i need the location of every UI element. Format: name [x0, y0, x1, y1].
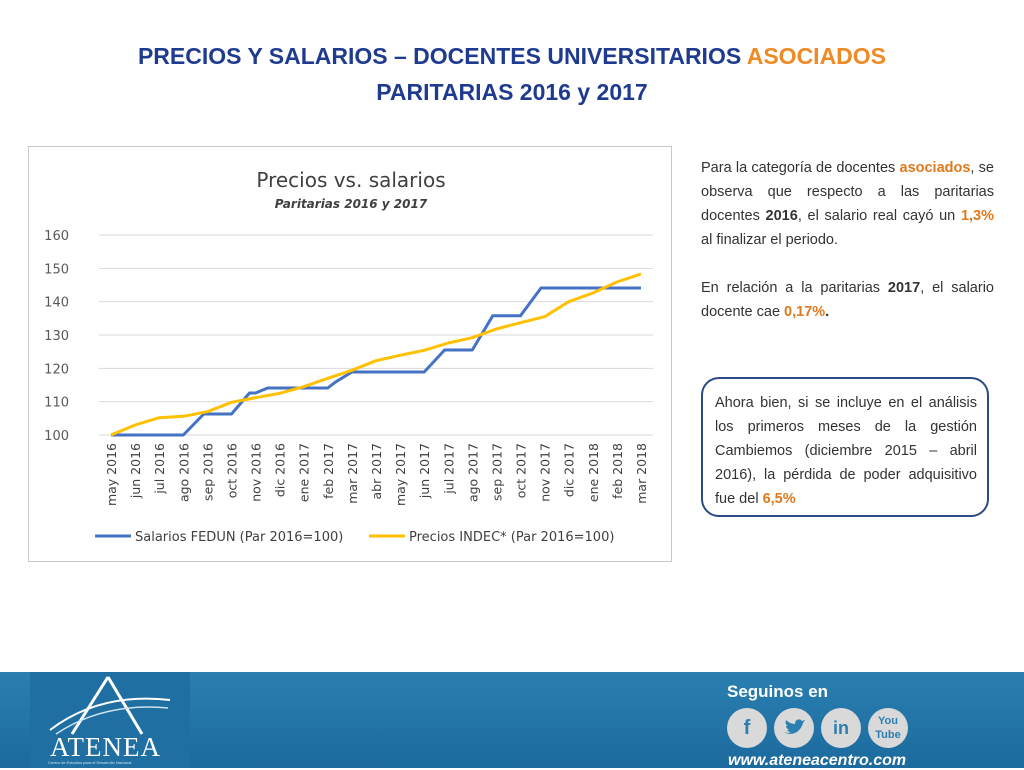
- x-tick-label: dic 2016: [273, 443, 288, 497]
- website-link[interactable]: www.ateneacentro.com: [728, 752, 907, 769]
- atenea-logo-mark-icon: [49, 676, 171, 735]
- y-tick-label: 100: [44, 429, 69, 444]
- slide-title: PRECIOS Y SALARIOS – DOCENTES UNIVERSITA…: [0, 38, 1024, 110]
- x-tick-label: ago 2016: [176, 443, 191, 502]
- follow-us-label: Seguinos en: [727, 682, 829, 701]
- y-tick-label: 160: [44, 229, 69, 244]
- logo-subtitle: Centro de Estudios para el Desarrollo Na…: [48, 760, 132, 765]
- analysis-text: Para la categoría de docentes asociados,…: [701, 156, 994, 348]
- x-tick-label: jul 2017: [441, 443, 456, 495]
- x-tick-label: dic 2017: [562, 443, 577, 497]
- chart-series: [110, 272, 642, 437]
- slide-title-line1: PRECIOS Y SALARIOS – DOCENTES UNIVERSITA…: [137, 43, 887, 69]
- y-tick-label: 150: [44, 262, 69, 277]
- x-tick-label: sep 2017: [489, 443, 504, 501]
- x-tick-label: feb 2017: [321, 443, 336, 499]
- x-tick-label: mar 2017: [345, 443, 360, 504]
- x-tick-label: jul 2016: [152, 443, 167, 495]
- y-tick-label: 120: [44, 362, 69, 377]
- chart-subtitle: Paritarias 2016 y 2017: [275, 197, 428, 211]
- analysis-paragraph-2016: Para la categoría de docentes asociados,…: [701, 160, 994, 248]
- youtube-icon[interactable]: You Tube: [868, 708, 908, 748]
- chart-gridlines: [99, 234, 653, 436]
- linkedin-icon[interactable]: in: [821, 708, 861, 748]
- x-tick-label: jun 2017: [417, 443, 432, 499]
- x-tick-label: abr 2017: [369, 443, 384, 500]
- price-salary-chart: Precios vs. salarios Paritarias 2016 y 2…: [44, 168, 653, 545]
- footer-bar: ATENEA Centro de Estudios para el Desarr…: [0, 672, 1024, 769]
- chart-panel: Precios vs. salarios Paritarias 2016 y 2…: [28, 146, 672, 562]
- x-tick-label: may 2016: [104, 443, 119, 506]
- title-accent-word: ASOCIADOS: [746, 43, 887, 69]
- x-tick-label: mar 2018: [634, 443, 649, 504]
- x-axis-ticks: may 2016 jun 2016 jul 2016 ago 2016 sep 2016…: [104, 443, 649, 506]
- slide-title-line2: PARITARIAS 2016 y 2017: [376, 79, 648, 105]
- x-tick-label: ene 2017: [297, 443, 312, 502]
- y-axis-ticks: 100 110 120 130 140 150 160: [44, 229, 69, 444]
- x-tick-label: sep 2016: [200, 443, 215, 501]
- callout-percentage: 6,5%: [762, 491, 796, 507]
- x-tick-label: feb 2018: [610, 443, 625, 499]
- x-tick-label: may 2017: [393, 443, 408, 506]
- y-tick-label: 140: [44, 296, 69, 311]
- x-tick-label: jun 2016: [128, 443, 143, 499]
- y-tick-label: 130: [44, 329, 69, 344]
- chart-title: Precios vs. salarios: [256, 168, 445, 192]
- logo-wordmark: ATENEA: [50, 732, 161, 762]
- y-tick-label: 110: [44, 396, 69, 411]
- callout-box: Ahora bien, si se incluye en el análisis…: [701, 377, 989, 517]
- x-tick-label: ene 2018: [586, 443, 601, 502]
- x-tick-label: oct 2016: [224, 443, 239, 498]
- twitter-icon[interactable]: [774, 708, 814, 748]
- x-tick-label: nov 2017: [538, 443, 553, 502]
- x-tick-label: ago 2017: [465, 443, 480, 502]
- atenea-logo: ATENEA Centro de Estudios para el Desarr…: [30, 672, 190, 768]
- x-tick-label: nov 2016: [249, 443, 264, 502]
- chart-legend: Salarios FEDUN (Par 2016=100) Precios IND…: [95, 530, 614, 545]
- legend-label: Salarios FEDUN (Par 2016=100): [135, 530, 343, 545]
- facebook-icon[interactable]: f: [727, 708, 767, 748]
- prices-series-line: [110, 272, 642, 437]
- x-tick-label: oct 2017: [514, 443, 529, 498]
- legend-label: Precios INDEC* (Par 2016=100): [409, 530, 614, 545]
- salaries-series-line: [111, 286, 641, 437]
- analysis-paragraph-2017: En relación a la paritarias 2017, el sal…: [701, 280, 994, 320]
